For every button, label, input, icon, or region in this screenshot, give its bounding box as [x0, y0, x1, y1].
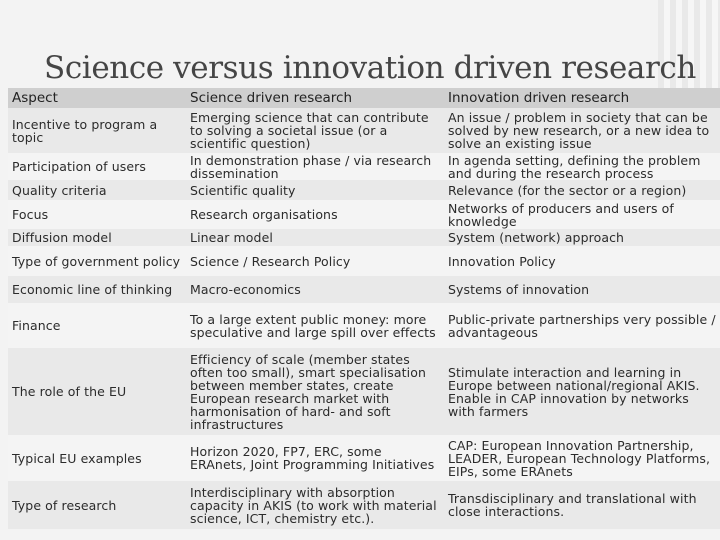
table-row: The role of the EU Efficiency of scale (… [8, 348, 720, 435]
science-cell: Research organisations [186, 200, 444, 229]
table-row: Typical EU examples Horizon 2020, FP7, E… [8, 435, 720, 481]
innovation-cell: Innovation Policy [444, 246, 720, 276]
comparison-table: Aspect Science driven research Innovatio… [8, 88, 720, 529]
aspect-cell: The role of the EU [8, 348, 186, 435]
science-cell: Interdisciplinary with absorption capaci… [186, 481, 444, 529]
innovation-cell: Relevance (for the sector or a region) [444, 180, 720, 200]
header-aspect: Aspect [8, 88, 186, 108]
science-cell: Efficiency of scale (member states often… [186, 348, 444, 435]
aspect-cell: Economic line of thinking [8, 276, 186, 303]
table-row: Diffusion model Linear model System (net… [8, 229, 720, 246]
science-cell: Linear model [186, 229, 444, 246]
table-row: Type of government policy Science / Rese… [8, 246, 720, 276]
science-cell: Scientific quality [186, 180, 444, 200]
aspect-cell: Typical EU examples [8, 435, 186, 481]
aspect-cell: Incentive to program a topic [8, 108, 186, 153]
aspect-cell: Participation of users [8, 153, 186, 180]
aspect-cell: Finance [8, 303, 186, 348]
innovation-cell: System (network) approach [444, 229, 720, 246]
science-cell: Horizon 2020, FP7, ERC, some ERAnets, Jo… [186, 435, 444, 481]
science-cell: Science / Research Policy [186, 246, 444, 276]
science-cell: Macro-economics [186, 276, 444, 303]
table-header-row: Aspect Science driven research Innovatio… [8, 88, 720, 108]
decorative-stripes [658, 0, 720, 90]
aspect-cell: Type of government policy [8, 246, 186, 276]
science-cell: To a large extent public money: more spe… [186, 303, 444, 348]
table-row: Quality criteria Scientific quality Rele… [8, 180, 720, 200]
header-science: Science driven research [186, 88, 444, 108]
aspect-cell: Diffusion model [8, 229, 186, 246]
table-row: Participation of users In demonstration … [8, 153, 720, 180]
aspect-cell: Focus [8, 200, 186, 229]
innovation-cell: Systems of innovation [444, 276, 720, 303]
innovation-cell: An issue / problem in society that can b… [444, 108, 720, 153]
page-title: Science versus innovation driven researc… [44, 50, 696, 86]
innovation-cell: Transdisciplinary and translational with… [444, 481, 720, 529]
innovation-cell: In agenda setting, defining the problem … [444, 153, 720, 180]
aspect-cell: Quality criteria [8, 180, 186, 200]
table-row: Type of research Interdisciplinary with … [8, 481, 720, 529]
science-cell: In demonstration phase / via research di… [186, 153, 444, 180]
header-innovation: Innovation driven research [444, 88, 720, 108]
table-row: Economic line of thinking Macro-economic… [8, 276, 720, 303]
table-row: Focus Research organisations Networks of… [8, 200, 720, 229]
innovation-cell: CAP: European Innovation Partnership, LE… [444, 435, 720, 481]
innovation-cell: Networks of producers and users of knowl… [444, 200, 720, 229]
table-row: Finance To a large extent public money: … [8, 303, 720, 348]
innovation-cell: Public-private partnerships very possibl… [444, 303, 720, 348]
table-row: Incentive to program a topic Emerging sc… [8, 108, 720, 153]
innovation-cell: Stimulate interaction and learning in Eu… [444, 348, 720, 435]
aspect-cell: Type of research [8, 481, 186, 529]
science-cell: Emerging science that can contribute to … [186, 108, 444, 153]
